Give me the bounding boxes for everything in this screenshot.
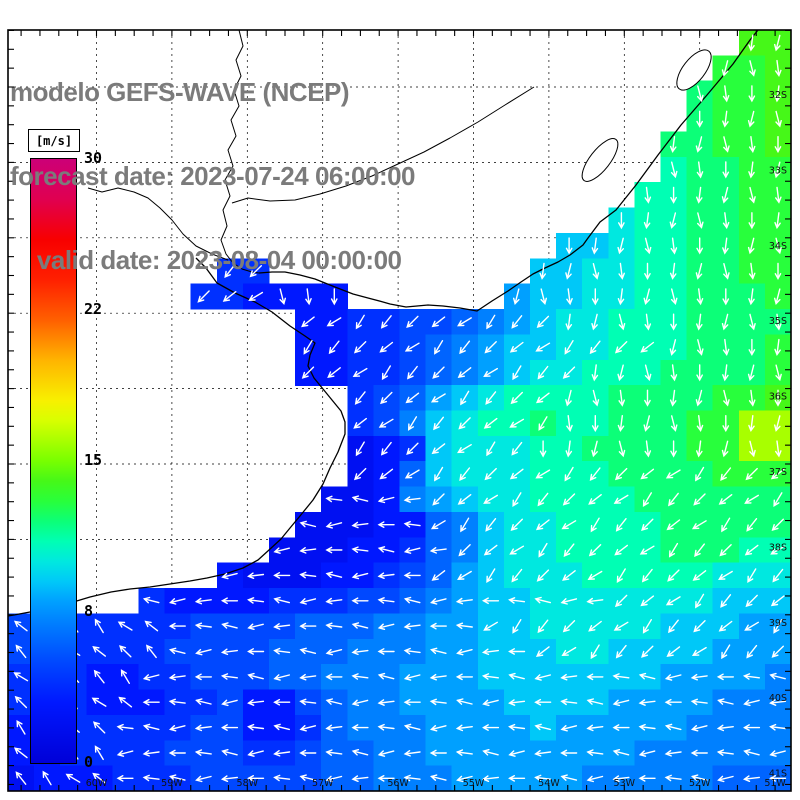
colorbar-ticks: 30 22 15 8 0 — [84, 149, 128, 771]
argentina-coast — [7, 257, 346, 617]
longitude-label: 55W — [463, 778, 485, 789]
longitude-label: 59W — [161, 778, 183, 789]
latitude-label: 41S — [769, 769, 787, 780]
longitude-label: 58W — [237, 778, 259, 789]
graticule-labels: 32S 33S 34S 35S 36S 37S 38S 39S 40S 41S 60W 59W 58W 5… — [86, 90, 787, 789]
longitude-label: 52W — [689, 778, 711, 789]
latitude-label: 37S — [769, 467, 787, 478]
longitude-label: 56W — [387, 778, 409, 789]
colorbar-gradient — [30, 158, 77, 764]
lagoa-mirim — [581, 138, 619, 182]
wind-arrows — [13, 34, 787, 786]
longitude-label: 60W — [86, 778, 108, 789]
colorbar-tick-label: 30 — [84, 149, 103, 167]
latitude-label: 36S — [769, 392, 787, 403]
colorbar-unit-label: [m/s] — [28, 129, 80, 152]
valid-date-line: valid date: 2023-08-04 00:00:00 — [10, 245, 402, 275]
rio-negro — [231, 86, 535, 204]
brazil-uruguay-coast — [258, 29, 759, 312]
latitude-label: 38S — [769, 542, 787, 553]
latitude-label: 34S — [769, 241, 787, 252]
rio-uruguay — [220, 29, 260, 274]
figure-title-block: modelo GEFS-WAVE (NCEP) forecast date: 2… — [10, 22, 416, 330]
latitude-label: 40S — [769, 693, 787, 704]
coastline — [7, 29, 759, 617]
lagoa-dos-patos-tip — [676, 49, 712, 91]
map-frame — [7, 29, 792, 792]
longitude-label: 53W — [614, 778, 636, 789]
colorbar-tick-label: 15 — [84, 451, 103, 469]
latitude-label: 33S — [769, 165, 787, 176]
model-title-line: modelo GEFS-WAVE (NCEP) — [10, 77, 350, 107]
colorbar-tick-label: 8 — [84, 602, 94, 620]
colorbar-tick-label: 22 — [84, 300, 103, 318]
latitude-label: 32S — [769, 90, 787, 101]
longitude-label: 57W — [312, 778, 334, 789]
forecast-date-line: forecast date: 2023-07-24 06:00:00 — [10, 161, 416, 191]
longitude-label: 54W — [538, 778, 560, 789]
wind-speed-cells — [8, 30, 792, 792]
rio-parana — [87, 187, 229, 261]
latitude-label: 39S — [769, 618, 787, 629]
colorbar-tick-label: 0 — [84, 753, 94, 771]
longitude-label: 51W — [764, 778, 786, 789]
latitude-label: 35S — [769, 316, 787, 327]
lagoons — [581, 49, 712, 182]
